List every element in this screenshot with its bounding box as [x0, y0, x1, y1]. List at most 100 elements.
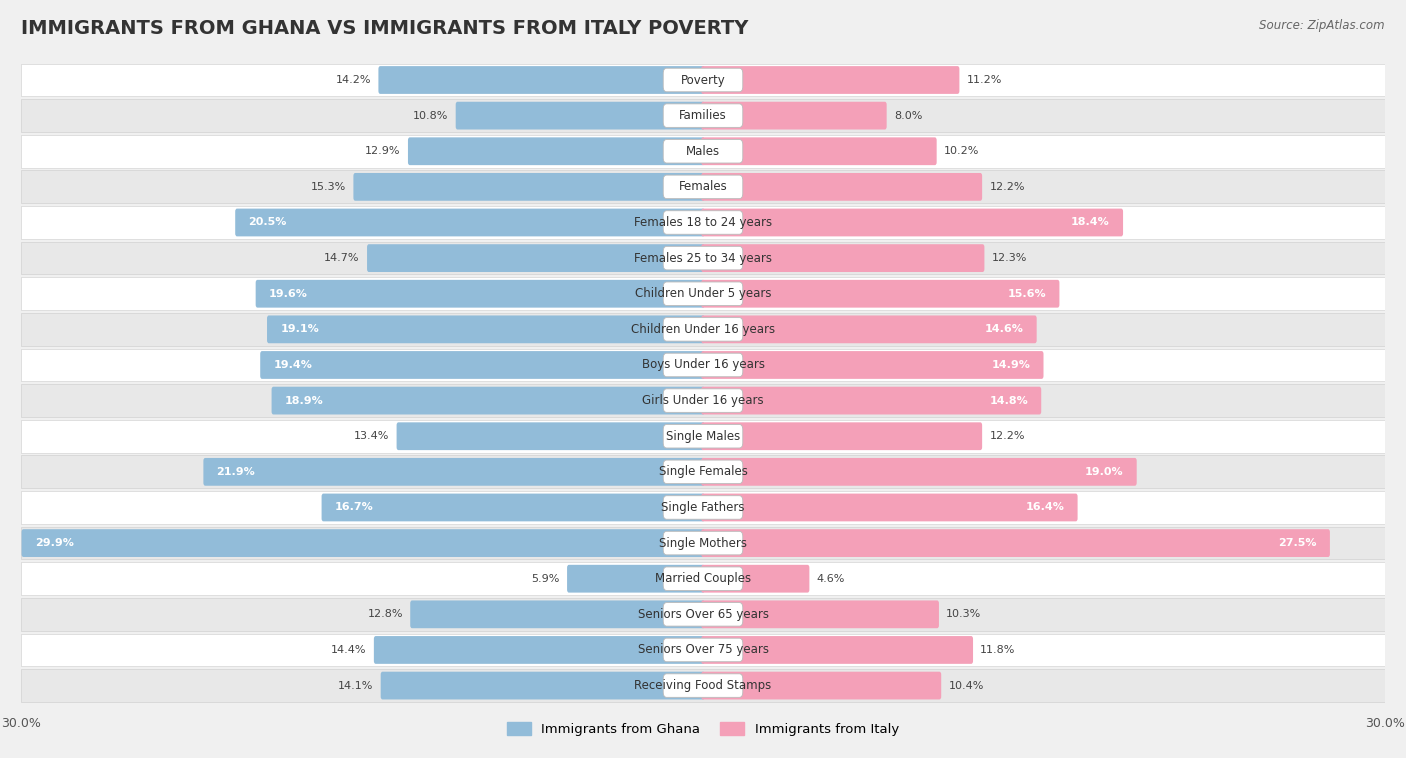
Text: 10.2%: 10.2% — [943, 146, 980, 156]
FancyBboxPatch shape — [702, 173, 983, 201]
Bar — [21, 456, 1385, 488]
Text: 16.4%: 16.4% — [1025, 503, 1064, 512]
Text: 14.2%: 14.2% — [336, 75, 371, 85]
FancyBboxPatch shape — [702, 636, 973, 664]
Text: Source: ZipAtlas.com: Source: ZipAtlas.com — [1260, 19, 1385, 32]
FancyBboxPatch shape — [204, 458, 704, 486]
FancyBboxPatch shape — [702, 529, 1330, 557]
FancyBboxPatch shape — [702, 422, 983, 450]
FancyBboxPatch shape — [322, 493, 704, 522]
Text: 10.8%: 10.8% — [413, 111, 449, 121]
FancyBboxPatch shape — [702, 458, 1136, 486]
FancyBboxPatch shape — [702, 315, 1036, 343]
FancyBboxPatch shape — [664, 424, 742, 448]
Text: 19.4%: 19.4% — [273, 360, 312, 370]
Bar — [21, 562, 1385, 595]
Text: Single Mothers: Single Mothers — [659, 537, 747, 550]
Text: Receiving Food Stamps: Receiving Food Stamps — [634, 679, 772, 692]
FancyBboxPatch shape — [664, 460, 742, 484]
Text: Single Males: Single Males — [666, 430, 740, 443]
FancyBboxPatch shape — [702, 280, 1059, 308]
Text: Married Couples: Married Couples — [655, 572, 751, 585]
Text: Females 25 to 34 years: Females 25 to 34 years — [634, 252, 772, 265]
FancyBboxPatch shape — [260, 351, 704, 379]
FancyBboxPatch shape — [664, 175, 742, 199]
Text: 14.9%: 14.9% — [991, 360, 1031, 370]
Bar — [21, 491, 1385, 524]
Text: 5.9%: 5.9% — [531, 574, 560, 584]
Bar — [21, 634, 1385, 666]
Text: 13.4%: 13.4% — [354, 431, 389, 441]
Text: Males: Males — [686, 145, 720, 158]
Text: 18.9%: 18.9% — [285, 396, 323, 406]
FancyBboxPatch shape — [664, 68, 742, 92]
Text: 14.8%: 14.8% — [990, 396, 1028, 406]
Text: 18.4%: 18.4% — [1071, 218, 1109, 227]
Text: Females 18 to 24 years: Females 18 to 24 years — [634, 216, 772, 229]
FancyBboxPatch shape — [664, 638, 742, 662]
Text: Females: Females — [679, 180, 727, 193]
FancyBboxPatch shape — [267, 315, 704, 343]
FancyBboxPatch shape — [702, 102, 887, 130]
Bar — [21, 135, 1385, 168]
Bar — [21, 669, 1385, 702]
FancyBboxPatch shape — [702, 565, 810, 593]
Text: Children Under 16 years: Children Under 16 years — [631, 323, 775, 336]
Bar — [21, 527, 1385, 559]
FancyBboxPatch shape — [702, 672, 941, 700]
Text: 29.9%: 29.9% — [35, 538, 73, 548]
Text: 21.9%: 21.9% — [217, 467, 256, 477]
Text: Girls Under 16 years: Girls Under 16 years — [643, 394, 763, 407]
Text: IMMIGRANTS FROM GHANA VS IMMIGRANTS FROM ITALY POVERTY: IMMIGRANTS FROM GHANA VS IMMIGRANTS FROM… — [21, 19, 748, 38]
FancyBboxPatch shape — [702, 66, 959, 94]
Text: 8.0%: 8.0% — [894, 111, 922, 121]
FancyBboxPatch shape — [702, 387, 1042, 415]
FancyBboxPatch shape — [664, 389, 742, 412]
Text: Families: Families — [679, 109, 727, 122]
FancyBboxPatch shape — [567, 565, 704, 593]
FancyBboxPatch shape — [664, 567, 742, 590]
Text: 15.6%: 15.6% — [1008, 289, 1046, 299]
Bar — [21, 242, 1385, 274]
FancyBboxPatch shape — [664, 318, 742, 341]
FancyBboxPatch shape — [271, 387, 704, 415]
Text: Single Fathers: Single Fathers — [661, 501, 745, 514]
FancyBboxPatch shape — [664, 211, 742, 234]
Text: Poverty: Poverty — [681, 74, 725, 86]
Bar — [21, 313, 1385, 346]
Legend: Immigrants from Ghana, Immigrants from Italy: Immigrants from Ghana, Immigrants from I… — [502, 716, 904, 741]
Text: 10.3%: 10.3% — [946, 609, 981, 619]
FancyBboxPatch shape — [702, 208, 1123, 236]
FancyBboxPatch shape — [235, 208, 704, 236]
Text: Seniors Over 65 years: Seniors Over 65 years — [637, 608, 769, 621]
Text: 12.2%: 12.2% — [990, 182, 1025, 192]
Text: 15.3%: 15.3% — [311, 182, 346, 192]
FancyBboxPatch shape — [664, 139, 742, 163]
Text: 14.1%: 14.1% — [337, 681, 374, 691]
Text: Boys Under 16 years: Boys Under 16 years — [641, 359, 765, 371]
FancyBboxPatch shape — [702, 351, 1043, 379]
FancyBboxPatch shape — [381, 672, 704, 700]
Text: 4.6%: 4.6% — [817, 574, 845, 584]
FancyBboxPatch shape — [408, 137, 704, 165]
FancyBboxPatch shape — [664, 282, 742, 305]
Bar — [21, 64, 1385, 96]
Text: 11.2%: 11.2% — [967, 75, 1002, 85]
FancyBboxPatch shape — [664, 104, 742, 127]
FancyBboxPatch shape — [664, 246, 742, 270]
Bar — [21, 206, 1385, 239]
Bar — [21, 171, 1385, 203]
FancyBboxPatch shape — [664, 496, 742, 519]
FancyBboxPatch shape — [411, 600, 704, 628]
Text: 12.2%: 12.2% — [990, 431, 1025, 441]
Text: 19.1%: 19.1% — [280, 324, 319, 334]
Bar — [21, 277, 1385, 310]
Text: 14.6%: 14.6% — [984, 324, 1024, 334]
Text: 20.5%: 20.5% — [249, 218, 287, 227]
FancyBboxPatch shape — [702, 244, 984, 272]
FancyBboxPatch shape — [702, 493, 1077, 522]
FancyBboxPatch shape — [367, 244, 704, 272]
Text: 14.4%: 14.4% — [330, 645, 367, 655]
FancyBboxPatch shape — [702, 137, 936, 165]
FancyBboxPatch shape — [374, 636, 704, 664]
